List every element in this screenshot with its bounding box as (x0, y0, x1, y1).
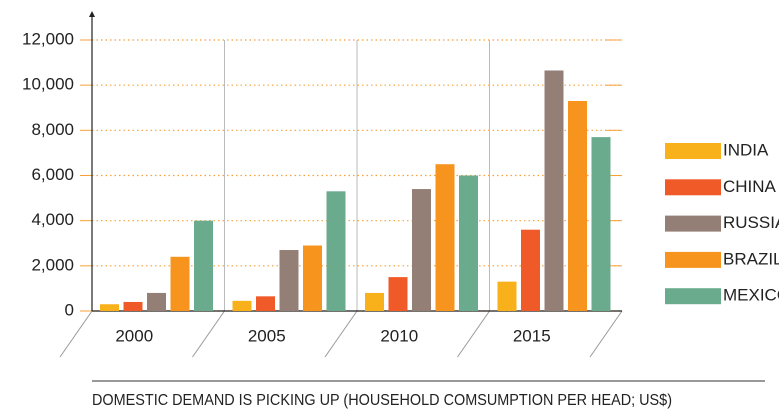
bar (232, 300, 252, 311)
y-tick-label: 0 (65, 300, 74, 319)
legend-swatch (665, 179, 721, 196)
axis-arrow (89, 11, 95, 17)
y-tick-label: 8,000 (31, 120, 74, 139)
bar (100, 304, 119, 311)
legend-label: MEXICO (723, 286, 779, 305)
legend-swatch (665, 143, 721, 159)
y-tick-label: 2,000 (31, 255, 74, 274)
legend-swatch (665, 215, 721, 232)
x-tick-label: 2005 (248, 326, 286, 345)
perspective-line (59, 310, 93, 358)
x-tick-label: 2015 (513, 326, 551, 345)
bar (544, 70, 564, 311)
bar (365, 292, 384, 311)
bar (170, 256, 190, 311)
bar (497, 281, 517, 311)
legend-label: CHINA (723, 177, 777, 196)
y-tick-label: 12,000 (22, 29, 74, 48)
legend-swatch (665, 251, 721, 268)
bar (521, 229, 540, 311)
bar (388, 277, 408, 311)
bar (194, 220, 213, 311)
bar (568, 100, 587, 311)
y-tick-label: 6,000 (31, 165, 74, 184)
bar (147, 292, 166, 311)
bar (256, 296, 275, 311)
x-tick-label: 2010 (380, 326, 418, 345)
bar (412, 189, 431, 311)
x-tick-label: 2000 (115, 326, 153, 345)
bar (279, 250, 299, 311)
perspective-line (457, 310, 490, 358)
chart-title: DOMESTIC DEMAND IS PICKING UP (HOUSEHOLD… (92, 392, 672, 409)
bar (326, 191, 346, 311)
perspective-line (589, 310, 623, 358)
legend-swatch (665, 288, 721, 305)
bar (459, 175, 478, 311)
legend-label: BRAZIL (723, 249, 779, 268)
y-tick-label: 4,000 (31, 210, 74, 229)
bar (591, 137, 611, 311)
bar (435, 164, 455, 311)
perspective-line (324, 310, 358, 358)
bar (303, 245, 322, 311)
bar (123, 301, 143, 311)
perspective-line (192, 310, 225, 358)
legend-label: RUSSIA (723, 213, 779, 232)
legend-label: INDIA (723, 140, 769, 159)
y-tick-label: 10,000 (22, 75, 74, 94)
